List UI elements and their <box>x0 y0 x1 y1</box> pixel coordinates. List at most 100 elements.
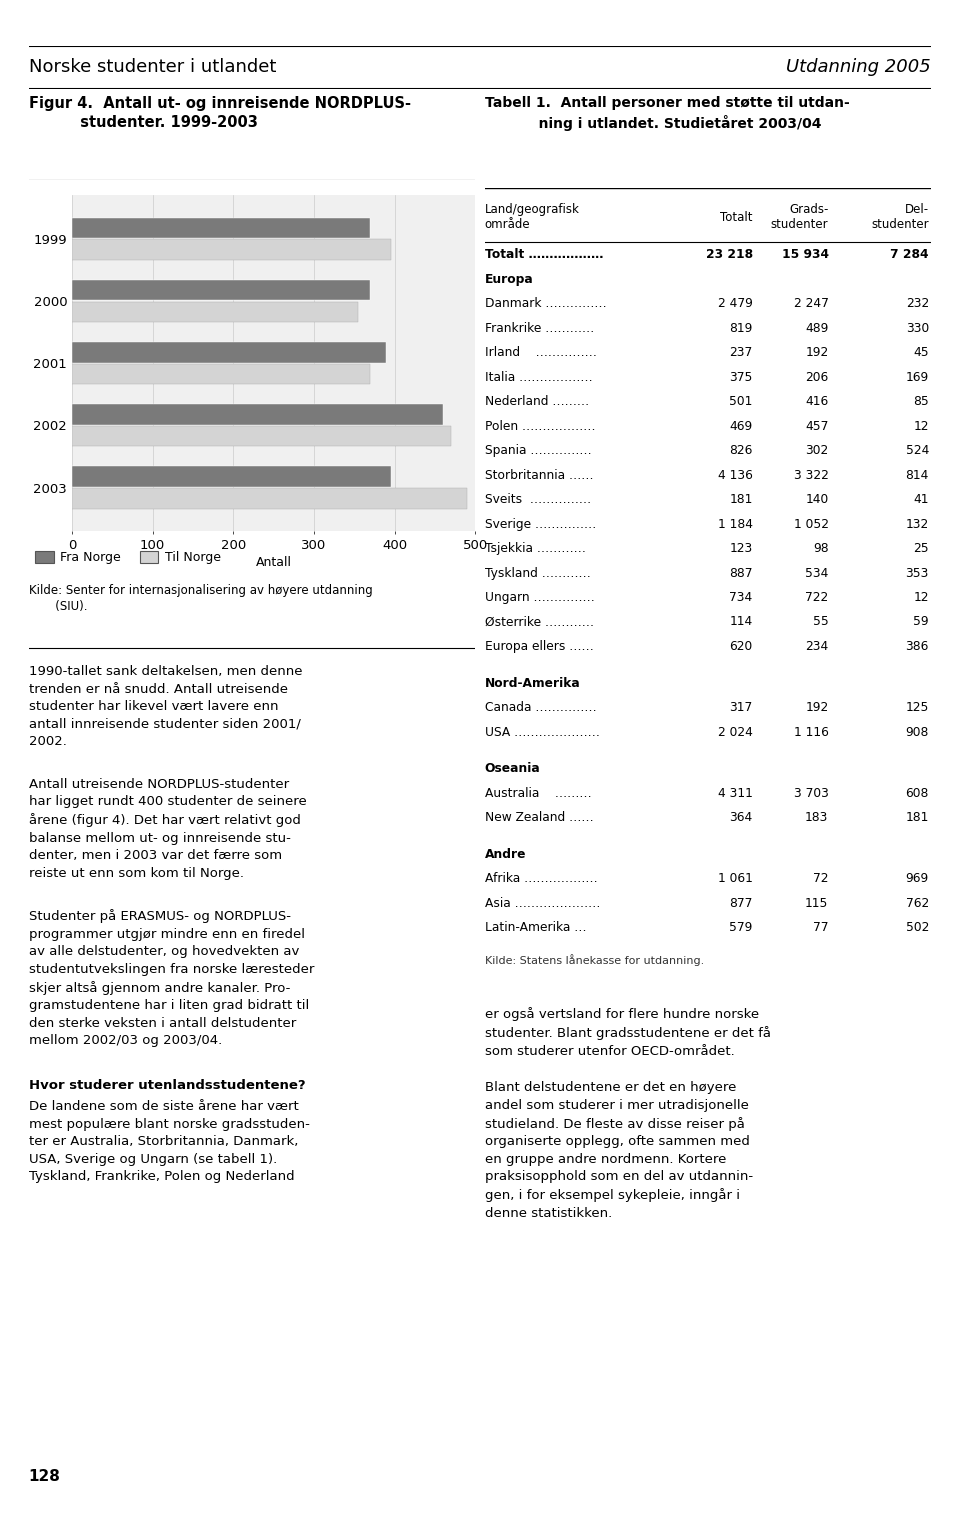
Bar <box>72 467 391 487</box>
Text: 72: 72 <box>813 873 828 885</box>
Text: 579: 579 <box>730 922 753 934</box>
Text: Afrika ………………: Afrika ……………… <box>485 873 597 885</box>
Text: Spania ……………: Spania …………… <box>485 444 591 458</box>
Text: 4 311: 4 311 <box>718 787 753 800</box>
Text: 1 061: 1 061 <box>718 873 753 885</box>
Text: Figur 4.  Antall ut- og innreisende NORDPLUS-
          studenter. 1999-2003: Figur 4. Antall ut- og innreisende NORDP… <box>29 96 411 130</box>
Text: Polen ………………: Polen ……………… <box>485 420 595 433</box>
X-axis label: Antall: Antall <box>255 555 292 569</box>
Legend: Fra Norge, Til Norge: Fra Norge, Til Norge <box>36 551 221 565</box>
Bar <box>72 488 468 508</box>
Text: 123: 123 <box>730 542 753 555</box>
Text: Italia ………………: Italia ……………… <box>485 371 592 385</box>
Text: Sverige ……………: Sverige …………… <box>485 517 596 531</box>
Bar <box>72 404 443 424</box>
Text: Blant delstudentene er det en høyere
andel som studerer i mer utradisjonelle
stu: Blant delstudentene er det en høyere and… <box>485 1082 753 1219</box>
Text: Latin-Amerika …: Latin-Amerika … <box>485 922 587 934</box>
Text: 85: 85 <box>913 395 929 409</box>
Text: 524: 524 <box>905 444 929 458</box>
Text: Europa ellers ……: Europa ellers …… <box>485 639 593 653</box>
Text: Norske studenter i utlandet: Norske studenter i utlandet <box>29 58 276 76</box>
Text: 169: 169 <box>905 371 929 385</box>
Text: 41: 41 <box>914 493 929 507</box>
Text: USA …………………: USA ………………… <box>485 725 600 739</box>
Text: Irland    ……………: Irland …………… <box>485 346 597 359</box>
Text: 183: 183 <box>805 812 828 824</box>
Bar <box>72 240 391 259</box>
Bar <box>72 302 358 322</box>
Text: 353: 353 <box>905 566 929 580</box>
Text: 206: 206 <box>805 371 828 385</box>
Text: Danmark ……………: Danmark …………… <box>485 298 607 310</box>
Text: Frankrike …………: Frankrike ………… <box>485 322 594 334</box>
Text: 501: 501 <box>730 395 753 409</box>
Text: 128: 128 <box>29 1470 60 1483</box>
Text: 115: 115 <box>805 897 828 909</box>
Bar <box>72 426 451 447</box>
Text: Kilde: Senter for internasjonalisering av høyere utdanning
       (SIU).: Kilde: Senter for internasjonalisering a… <box>29 584 372 613</box>
Text: Asia …………………: Asia ………………… <box>485 897 600 909</box>
Text: 192: 192 <box>805 700 828 714</box>
Text: Østerrike …………: Østerrike ………… <box>485 615 594 629</box>
Text: Ungarn ……………: Ungarn …………… <box>485 591 594 604</box>
Text: 77: 77 <box>813 922 828 934</box>
Text: Utdanning 2005: Utdanning 2005 <box>786 58 931 76</box>
Text: 302: 302 <box>805 444 828 458</box>
Text: 608: 608 <box>905 787 929 800</box>
Text: 734: 734 <box>730 591 753 604</box>
Text: 140: 140 <box>805 493 828 507</box>
Text: 25: 25 <box>913 542 929 555</box>
Text: 364: 364 <box>730 812 753 824</box>
Text: 1 052: 1 052 <box>794 517 828 531</box>
Text: De landene som de siste årene har vært
mest populære blant norske gradsstuden-
t: De landene som de siste årene har vært m… <box>29 1100 310 1183</box>
Text: 192: 192 <box>805 346 828 359</box>
Text: 330: 330 <box>905 322 929 334</box>
Text: Studenter på ERASMUS- og NORDPLUS-
programmer utgjør mindre enn en firedel
av al: Studenter på ERASMUS- og NORDPLUS- progr… <box>29 909 314 1047</box>
Text: Oseania: Oseania <box>485 763 540 775</box>
Text: 416: 416 <box>805 395 828 409</box>
Text: 534: 534 <box>805 566 828 580</box>
Text: 7 284: 7 284 <box>891 249 929 261</box>
Bar <box>72 363 371 385</box>
Text: 181: 181 <box>905 812 929 824</box>
Text: Tabell 1.  Antall personer med støtte til utdan-
           ning i utlandet. Stu: Tabell 1. Antall personer med støtte til… <box>485 96 850 131</box>
Text: 15 934: 15 934 <box>781 249 828 261</box>
Text: Tsjekkia …………: Tsjekkia ………… <box>485 542 586 555</box>
Text: 3 703: 3 703 <box>794 787 828 800</box>
Text: Europa: Europa <box>485 273 534 285</box>
Text: 12: 12 <box>914 591 929 604</box>
Text: Hvor studerer utenlandsstudentene?: Hvor studerer utenlandsstudentene? <box>29 1079 305 1093</box>
Text: 2 247: 2 247 <box>794 298 828 310</box>
Bar <box>72 279 371 301</box>
Text: 489: 489 <box>805 322 828 334</box>
Text: 55: 55 <box>813 615 828 629</box>
Text: 23 218: 23 218 <box>706 249 753 261</box>
Text: Sveits  ……………: Sveits …………… <box>485 493 591 507</box>
Text: 98: 98 <box>813 542 828 555</box>
Text: Australia    ………: Australia ……… <box>485 787 591 800</box>
Text: Grads-
studenter: Grads- studenter <box>771 203 828 230</box>
Text: 826: 826 <box>730 444 753 458</box>
Text: 1 116: 1 116 <box>794 725 828 739</box>
Text: 132: 132 <box>905 517 929 531</box>
Text: er også vertsland for flere hundre norske
studenter. Blant gradsstudentene er de: er også vertsland for flere hundre norsk… <box>485 1007 771 1058</box>
Text: Del-
studenter: Del- studenter <box>872 203 929 230</box>
Text: New Zealand ……: New Zealand …… <box>485 812 593 824</box>
Text: 469: 469 <box>730 420 753 433</box>
Text: 317: 317 <box>730 700 753 714</box>
Text: Tyskland …………: Tyskland ………… <box>485 566 590 580</box>
Text: 3 322: 3 322 <box>794 468 828 482</box>
Text: 1990-tallet sank deltakelsen, men denne
trenden er nå snudd. Antall utreisende
s: 1990-tallet sank deltakelsen, men denne … <box>29 665 302 748</box>
Text: 234: 234 <box>805 639 828 653</box>
Text: 762: 762 <box>905 897 929 909</box>
Text: 4 136: 4 136 <box>718 468 753 482</box>
Text: 386: 386 <box>905 639 929 653</box>
Text: 969: 969 <box>905 873 929 885</box>
Text: 59: 59 <box>913 615 929 629</box>
Text: 181: 181 <box>730 493 753 507</box>
Text: 908: 908 <box>905 725 929 739</box>
Bar <box>72 342 387 363</box>
Text: Kilde: Statens lånekasse for utdanning.: Kilde: Statens lånekasse for utdanning. <box>485 954 704 966</box>
Text: 887: 887 <box>730 566 753 580</box>
Text: 45: 45 <box>913 346 929 359</box>
